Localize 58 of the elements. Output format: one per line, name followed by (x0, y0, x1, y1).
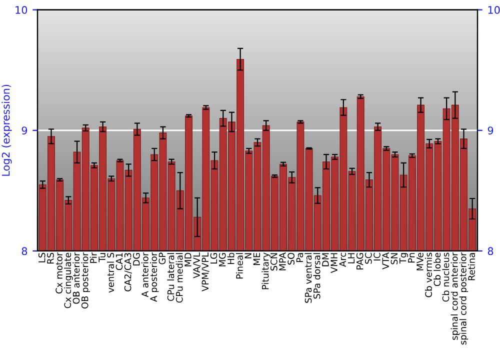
x-tick-label: CA1 (116, 253, 123, 270)
x-tick-label: Tg (400, 253, 408, 264)
x-tick-label: DM (322, 253, 329, 266)
y-tick-label: 9 (22, 126, 28, 134)
x-tick-label: SPa dorsal (313, 253, 320, 299)
x-tick-label: SCN (270, 253, 278, 271)
x-tick-label: RS (47, 252, 54, 264)
x-tick-label: CPu lateral (167, 253, 174, 301)
y-tick-label: 8 (22, 247, 28, 256)
x-tick-label: Pituitary (262, 252, 270, 290)
x-tick-label: SO (288, 252, 294, 265)
x-tick-label: Cb nucleus (442, 252, 450, 302)
x-tick-label: VPM/VPL (202, 252, 210, 292)
x-tick-label: Cx motor (56, 252, 62, 294)
y-axis-title: Log2 (expression) (2, 84, 12, 176)
x-tick-label: SPa ventral (304, 253, 312, 303)
x-tick-label: Pir (90, 252, 97, 263)
x-tick-label: IC (374, 252, 380, 260)
x-tick-label: A posterior (150, 252, 159, 302)
x-tick-label: PAG (356, 253, 364, 270)
x-tick-label: N (244, 253, 252, 258)
x-tick-label: spinal cord anterior (450, 252, 460, 340)
x-tick-label: Pa (296, 253, 304, 262)
x-tick-label: MPA (279, 252, 286, 270)
x-tick-label: OB anterior (72, 252, 80, 304)
x-tick-label: ventral S (107, 252, 114, 293)
x-tick-label: Pn (408, 253, 415, 262)
x-tick-label: spinal cord posterior (459, 252, 468, 345)
x-tick-label: Pineal (236, 253, 243, 279)
y-tick-label: 10 (16, 6, 28, 14)
y2-tick-label: 8 (488, 247, 494, 256)
x-tick-label: GP (158, 252, 166, 264)
x-tick-label: Hb (227, 252, 234, 264)
x-tick-label: MVe (416, 252, 424, 270)
x-tick-label: Tu (98, 253, 106, 262)
x-tick-label: VTA (382, 252, 389, 270)
x-tick-label: Retina (468, 253, 475, 280)
x-tick-label: Cb vermis (425, 252, 432, 298)
x-tick-label: CA2/CA3 (124, 253, 132, 292)
x-tick-label: SN (390, 253, 398, 264)
x-tick-label: Cx cingulate (64, 252, 73, 308)
x-tick-label: Cb lobe (434, 252, 441, 286)
x-tick-label: MG (218, 253, 226, 266)
x-tick-label: VMH (330, 253, 338, 274)
x-tick-label: MD (184, 252, 192, 266)
x-tick-label: CPu medial (176, 253, 183, 303)
x-tick-label: DG (132, 253, 140, 266)
x-tick-label: A anterior (141, 252, 148, 298)
x-tick-label: LS (38, 252, 46, 262)
x-tick-label: OB posterior (81, 252, 90, 309)
x-tick-label: ME (253, 252, 260, 265)
x-tick-label: VA/VL (193, 252, 201, 278)
x-tick-label: SC (365, 252, 372, 264)
x-tick-label: LH (348, 253, 355, 264)
x-tick-label: Arc (339, 252, 346, 267)
y2-tick-label: 10 (488, 6, 500, 14)
x-tick-label: LG (210, 253, 218, 264)
y2-tick-label: 9 (488, 126, 494, 134)
